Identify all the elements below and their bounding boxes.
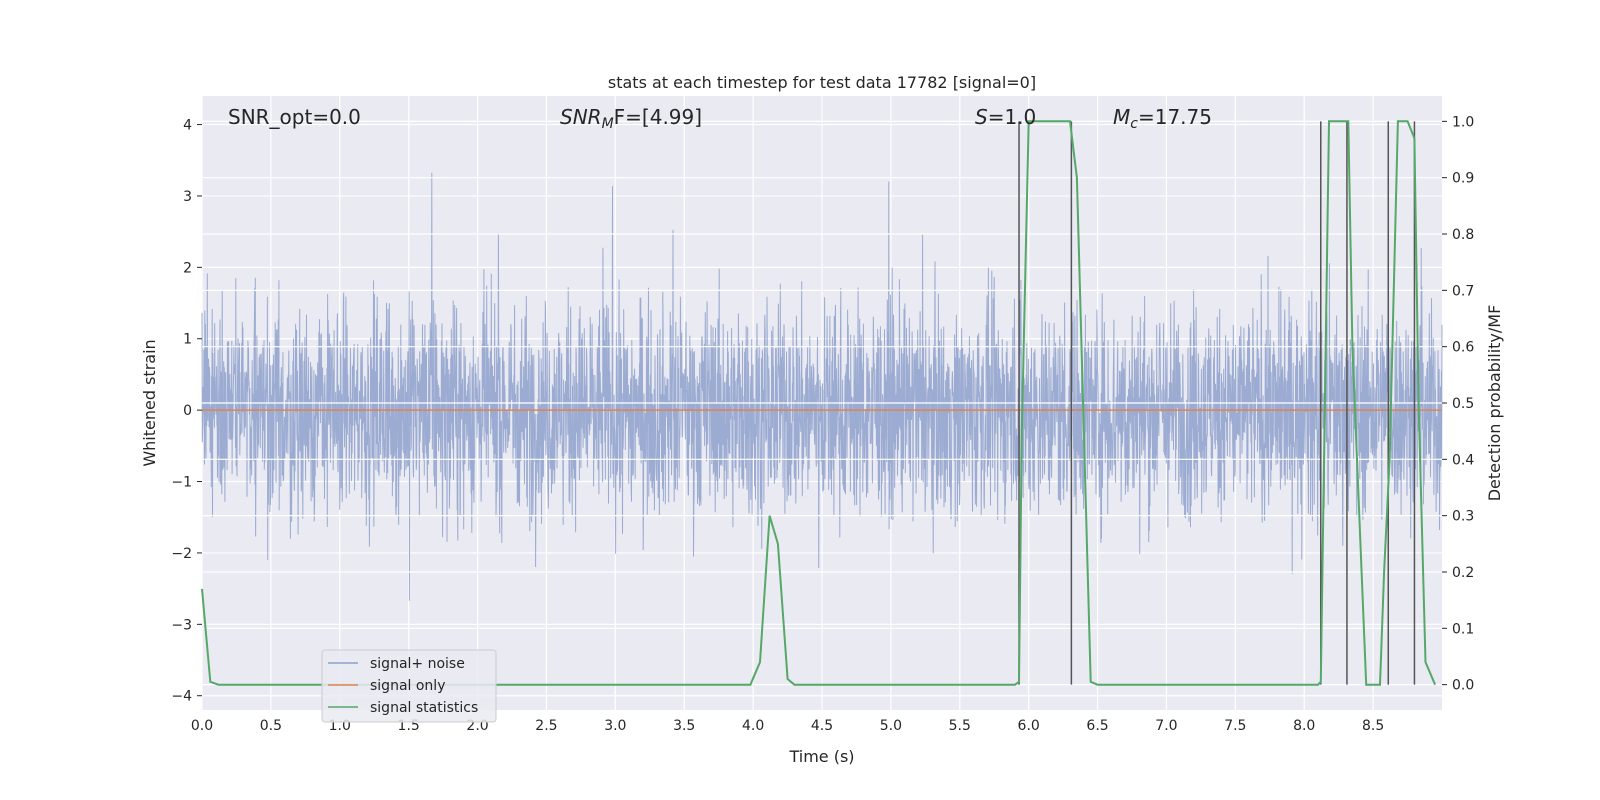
y-tick-label-left: 4 (183, 118, 192, 134)
y-tick-label-left: −4 (171, 689, 192, 705)
x-tick-label: 4.0 (742, 718, 764, 734)
x-tick-label: 7.5 (1224, 718, 1246, 734)
tick-labels: 0.0 0.5 1.0 1.5 2.0 2.5 3.0 3.5 4.0 4.5 5.0 5.5 6.0 6… (171, 114, 1474, 734)
annotation-mc: Mc=17.75 (1113, 105, 1212, 132)
y-tick-label-left: −3 (171, 617, 192, 633)
x-tick-label: 8.0 (1293, 718, 1315, 734)
chart-title: stats at each timestep for test data 177… (608, 73, 1036, 92)
x-tick-label: 8.5 (1362, 718, 1384, 734)
legend-label-signal: signal only (370, 678, 445, 694)
y-tick-label-right: 0.5 (1452, 396, 1474, 412)
x-tick-label: 2.5 (535, 718, 557, 734)
annotation-snr-opt: SNR_opt=0.0 (228, 105, 361, 129)
y-tick-label-right: 0.7 (1452, 283, 1474, 299)
legend: signal+ noise signal only signal statist… (321, 649, 497, 723)
x-tick-label: 7.0 (1155, 718, 1177, 734)
x-tick-label: 6.5 (1086, 718, 1108, 734)
y-tick-label-left: −1 (171, 475, 192, 491)
y-axis-label-right: Detection probability/MF (1485, 305, 1504, 502)
y-tick-label-right: 0.1 (1452, 621, 1474, 637)
x-tick-label: 5.0 (880, 718, 902, 734)
x-tick-label: 3.5 (673, 718, 695, 734)
legend-label-stat: signal statistics (370, 700, 478, 716)
annotation-s: S=1.0 (975, 105, 1036, 129)
annotation-mc-rest: =17.75 (1138, 105, 1212, 129)
annotation-s-rest: =1.0 (988, 105, 1037, 129)
signal-plus-noise-series (201, 172, 1443, 601)
annotation-snr-mf-rest: F=[4.99] (614, 105, 702, 129)
x-tick-label: 0.5 (260, 718, 282, 734)
x-tick-label: 5.5 (949, 718, 971, 734)
x-tick-label: 4.5 (811, 718, 833, 734)
x-tick-label: 6.0 (1018, 718, 1040, 734)
y-tick-label-right: 0.0 (1452, 678, 1474, 694)
signal-statistics-series (201, 120, 1437, 686)
annotation-snr-mf: SNRMF=[4.99] (560, 105, 702, 132)
y-tick-label-left: −2 (171, 546, 192, 562)
y-tick-label-right: 0.8 (1452, 227, 1474, 243)
y-tick-label-right: 0.9 (1452, 171, 1474, 187)
legend-label-noise: signal+ noise (370, 656, 465, 672)
x-tick-label: 0.0 (191, 718, 213, 734)
y-tick-label-left: 1 (183, 332, 192, 348)
x-axis-label: Time (s) (788, 747, 854, 766)
annotation-mc-sub: c (1130, 116, 1138, 132)
y-tick-label-right: 0.4 (1452, 452, 1474, 468)
annotation-s-base: S (975, 105, 988, 129)
y-tick-label-right: 0.6 (1452, 340, 1474, 356)
y-axis-label-left: Whitened strain (140, 339, 159, 466)
signal-plus-noise-line (201, 172, 1443, 601)
signal-statistics-line (201, 120, 1437, 686)
y-tick-label-right: 0.2 (1452, 565, 1474, 581)
x-tick-label: 3.0 (604, 718, 626, 734)
y-tick-label-left: 3 (183, 189, 192, 205)
y-tick-label-left: 2 (183, 260, 192, 276)
y-tick-label-right: 0.3 (1452, 509, 1474, 525)
annotation-snr-mf-base: SNR (560, 105, 602, 129)
y-tick-label-left: 0 (183, 403, 192, 419)
vertical-markers (1018, 121, 1416, 685)
annotation-snr-mf-sub: M (602, 116, 614, 132)
y-tick-label-right: 1.0 (1452, 114, 1474, 130)
legend-box (321, 649, 497, 723)
annotation-mc-base: M (1113, 105, 1130, 129)
